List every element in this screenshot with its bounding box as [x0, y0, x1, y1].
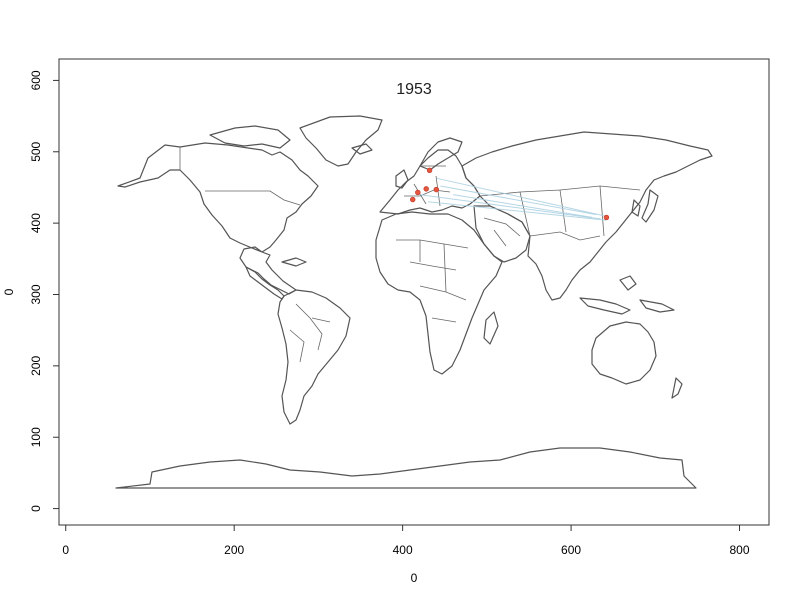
middle-east-outline — [473, 205, 531, 263]
city-point — [426, 167, 433, 174]
north-america-outline — [117, 142, 319, 295]
city-point — [423, 186, 429, 192]
x-tick-label: 400 — [393, 543, 413, 557]
sea-islands-outline — [579, 275, 675, 315]
x-axis: 0 200 400 600 800 — [62, 524, 750, 557]
x-tick-label: 200 — [224, 543, 244, 557]
europe-borders — [404, 165, 451, 207]
x-tick-label: 600 — [561, 543, 581, 557]
x-axis-title: 0 — [411, 571, 418, 585]
x-tick-label: 0 — [62, 543, 69, 557]
route-line — [427, 201, 607, 221]
korea-outline — [631, 199, 641, 217]
iceland-outline — [351, 143, 373, 155]
middle-east-borders — [483, 217, 521, 247]
y-tick-label: 300 — [29, 284, 43, 304]
asia-borders — [479, 185, 641, 241]
asia-outline — [461, 131, 713, 301]
africa-borders — [396, 239, 469, 323]
plot-frame — [58, 58, 770, 526]
madagascar-outline — [483, 311, 499, 345]
x-tick-label: 800 — [730, 543, 750, 557]
south-america-borders — [289, 303, 331, 363]
city-point — [410, 196, 416, 203]
y-tick-label: 500 — [29, 141, 43, 161]
japan-outline — [641, 189, 659, 223]
y-tick-label: 0 — [29, 505, 43, 512]
antarctica-outline — [115, 447, 697, 489]
route-line — [436, 177, 605, 217]
arctic-islands-outline — [209, 125, 291, 149]
south-america-outline — [277, 289, 351, 425]
y-tick-label: 100 — [29, 427, 43, 447]
scandinavia-outline — [419, 137, 463, 171]
city-points — [410, 167, 610, 221]
y-axis-title: 0 — [2, 288, 16, 295]
canada-us-border — [205, 190, 301, 206]
city-point — [603, 214, 610, 221]
y-tick-label: 600 — [29, 70, 43, 90]
world-map — [115, 115, 713, 489]
route-line — [440, 185, 597, 216]
new-zealand-outline — [671, 377, 683, 399]
central-america-outline — [245, 266, 285, 300]
africa-outline — [375, 211, 503, 375]
y-axis: 0 100 200 300 400 500 600 — [29, 70, 60, 512]
y-tick-label: 400 — [29, 213, 43, 233]
uk-outline — [395, 169, 409, 189]
europe-outline — [379, 149, 481, 215]
route-lines — [419, 177, 607, 221]
city-point — [415, 189, 421, 196]
y-tick-label: 200 — [29, 356, 43, 376]
chart-title: 1953 — [396, 81, 432, 98]
city-point — [433, 186, 440, 193]
caribbean-outline — [281, 257, 307, 267]
route-line — [453, 194, 593, 218]
route-line — [419, 194, 601, 220]
greenland-outline — [299, 115, 383, 167]
australia-outline — [591, 321, 657, 385]
